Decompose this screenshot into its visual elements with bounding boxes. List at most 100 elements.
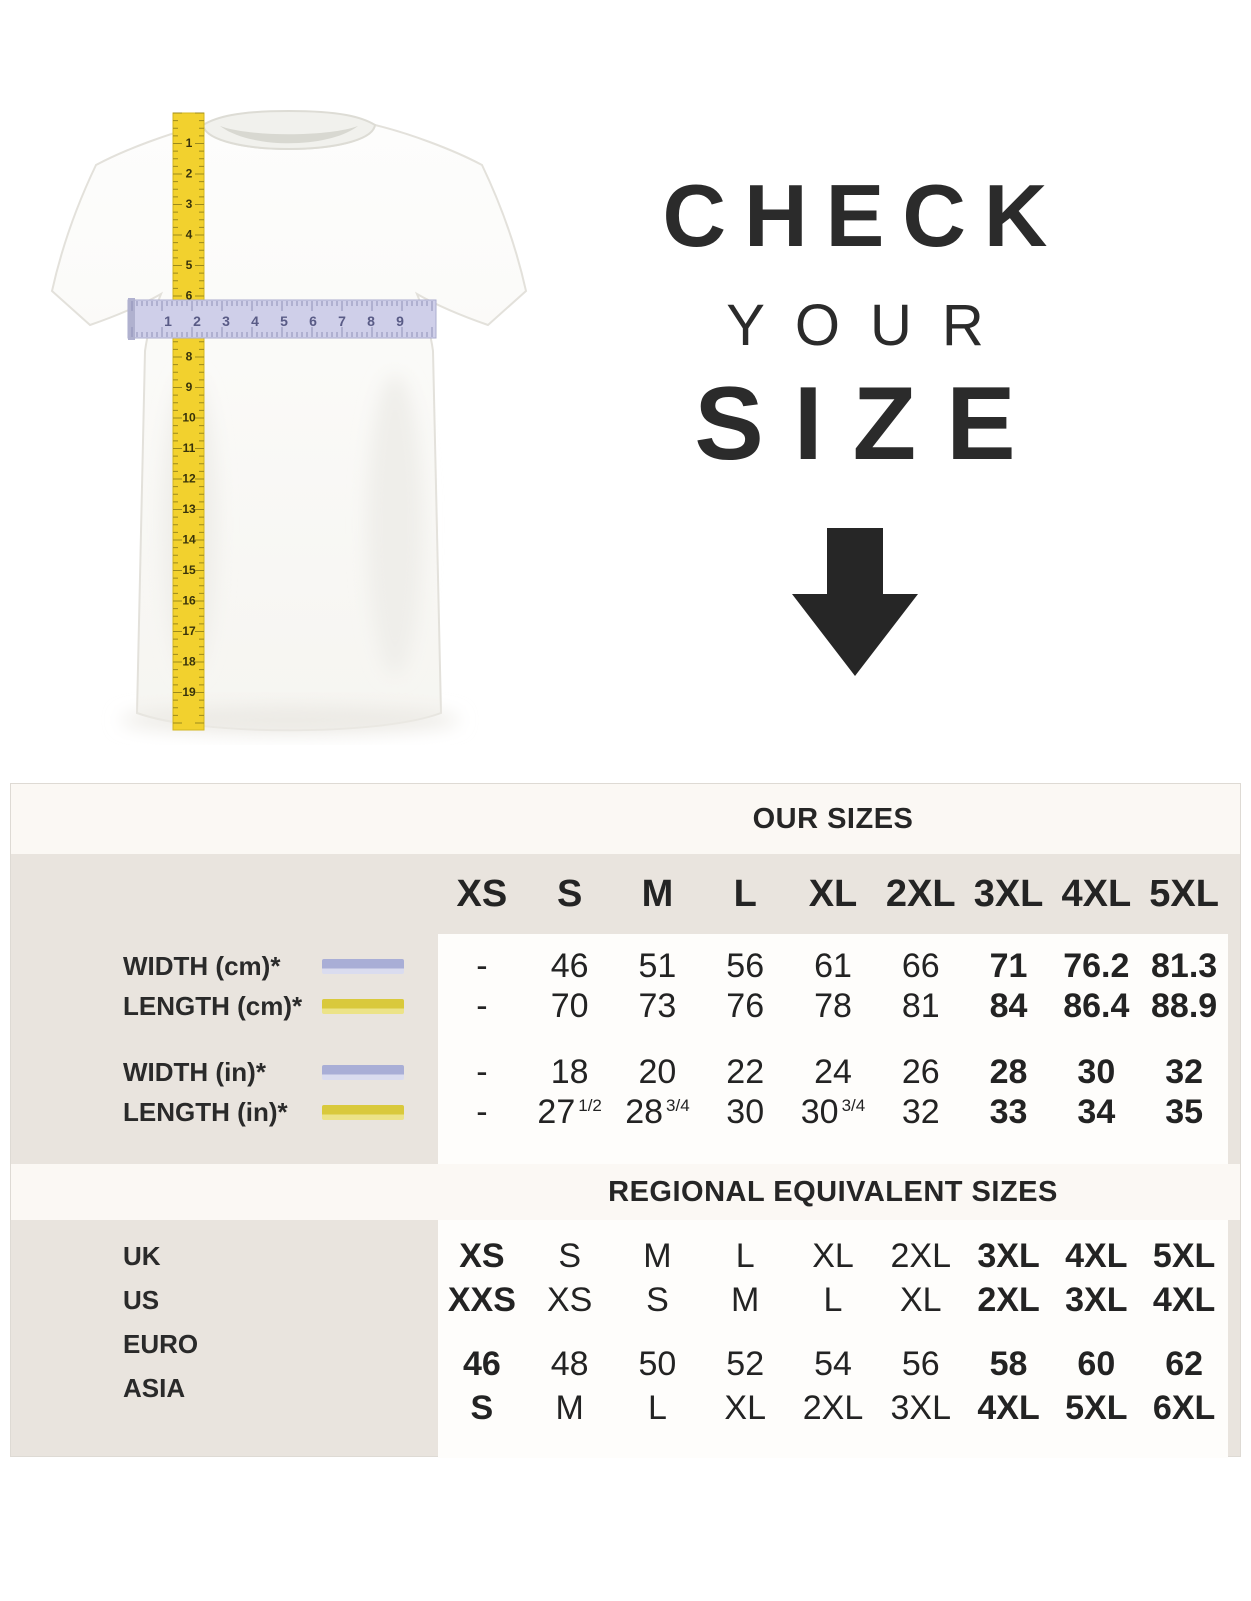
horizontal-tape-number: 1 xyxy=(164,313,172,329)
vertical-tape-number: 5 xyxy=(186,258,193,272)
size-value-cell: 78 xyxy=(814,986,852,1025)
size-value-cell: S xyxy=(470,1388,494,1427)
vertical-tape-number: 14 xyxy=(182,533,196,547)
measurement-row-label: WIDTH (cm)* xyxy=(11,946,438,986)
down-arrow-icon xyxy=(792,528,918,676)
size-value-cell: 30 3/4 xyxy=(789,1092,877,1132)
region-row-label: US xyxy=(11,1278,438,1322)
length-tape-swatch xyxy=(322,998,404,1014)
size-value-cell: 76 xyxy=(726,986,765,1025)
size-value-cell: 20 xyxy=(638,1052,677,1091)
horizontal-tape-number: 8 xyxy=(367,313,375,329)
size-value-cell: XL xyxy=(899,1280,942,1319)
size-value-cell: 46 xyxy=(550,946,589,985)
size-value-cell: 84 xyxy=(989,986,1028,1025)
measurement-values-panel: - 46 51 56 61 66 71 76.2 81.3 - 70 73 76 78 81 84 86.4 88… xyxy=(438,934,1228,1164)
measurement-row-label: LENGTH (in)* xyxy=(11,1092,438,1132)
size-column-header: XL xyxy=(808,872,858,915)
size-value-cell: - xyxy=(476,986,488,1025)
horizontal-tape-number: 7 xyxy=(338,313,346,329)
size-value-cell: 5XL xyxy=(1152,1236,1216,1275)
size-column-header: S xyxy=(556,872,583,915)
our-sizes-header: OUR SIZES xyxy=(11,784,1240,854)
measurement-values: - 46 51 56 61 66 71 76.2 81.3 - 70 73 76 78 81 84 86.4 88… xyxy=(438,946,1228,1132)
size-value-cell: 26 xyxy=(901,1052,940,1091)
size-value-cell: 60 xyxy=(1077,1344,1116,1383)
size-value-cell: 54 xyxy=(814,1344,852,1383)
value-fraction: 3/4 xyxy=(841,1096,866,1116)
vertical-tape-number: 16 xyxy=(182,594,196,608)
vertical-tape-number: 1 xyxy=(186,136,193,150)
tshirt-outline xyxy=(50,123,528,732)
size-column-header: L xyxy=(733,872,757,915)
size-value-cell: 61 xyxy=(814,946,852,985)
size-value-cell: 51 xyxy=(638,946,677,985)
vertical-tape-number: 17 xyxy=(182,624,196,638)
size-column-header: 4XL xyxy=(1061,872,1132,915)
size-chart-card: OUR SIZES XS S M L XL 2XL 3XL 4XL 5XL WIDTH (cm)… xyxy=(10,783,1241,1458)
size-value-cell: 3XL xyxy=(1065,1280,1128,1319)
vertical-tape-number: 9 xyxy=(186,380,193,394)
size-value-cell: 70 xyxy=(550,986,589,1025)
collar xyxy=(201,109,377,150)
value-fraction: 1/2 xyxy=(578,1096,602,1116)
row-gap xyxy=(438,1322,1228,1342)
horizontal-tape-number: 5 xyxy=(280,313,288,329)
size-column-header: 5XL xyxy=(1149,872,1219,915)
size-value-cell: 5XL xyxy=(1065,1388,1128,1427)
size-value-cell: 66 xyxy=(901,946,940,985)
width-tape-swatch xyxy=(322,1064,404,1080)
regional-labels: UK US EURO ASIA xyxy=(11,1220,438,1458)
value-fraction: 3/4 xyxy=(666,1096,690,1116)
size-value-cell: 73 xyxy=(638,986,677,1025)
size-value-cell: 2XL xyxy=(977,1280,1040,1319)
regional-values: XS S M L XL 2XL 3XL 4XL 5XL XXS XS S M L XL 2XL 3XL 4XL 46… xyxy=(438,1234,1228,1430)
size-value-cell: 2XL xyxy=(890,1236,952,1275)
size-value-cell: 35 xyxy=(1165,1092,1204,1131)
size-value-cell: XS xyxy=(459,1236,505,1275)
hero-heading: CHECK YOUR SIZE xyxy=(620,168,1090,678)
region-row-label: EURO xyxy=(11,1322,438,1366)
size-value-cell: L xyxy=(823,1280,843,1319)
regional-section: UK US EURO ASIA XS S M L XL 2XL 3XL 4XL 5XL XXS XS S M L… xyxy=(11,1220,1240,1458)
measurements-section: WIDTH (cm)* LENGTH (cm)* WIDTH (in)* LENGTH… xyxy=(11,934,1240,1164)
size-value-cell: S xyxy=(558,1236,581,1275)
size-value-cell: 33 xyxy=(989,1092,1028,1131)
vertical-tape-number: 2 xyxy=(186,167,193,181)
size-column-header: XS xyxy=(456,872,508,915)
size-value-cell: 28 xyxy=(989,1052,1028,1091)
vertical-tape-number: 18 xyxy=(182,655,196,669)
vertical-tape-number: 4 xyxy=(186,228,193,242)
size-value-cell: 88.9 xyxy=(1151,986,1218,1025)
row-gap xyxy=(438,1026,1228,1052)
size-value-cell: 81 xyxy=(901,986,940,1025)
row-label: LENGTH (in)* xyxy=(123,1096,288,1127)
regional-sizes-header: REGIONAL EQUIVALENT SIZES xyxy=(11,1164,1240,1220)
measurement-labels: WIDTH (cm)* LENGTH (cm)* WIDTH (in)* LENGTH… xyxy=(11,934,438,1164)
shade-right xyxy=(367,375,423,675)
size-value-cell: 46 xyxy=(462,1344,501,1383)
size-value-cell: 4XL xyxy=(977,1388,1040,1427)
size-value-cell: 6XL xyxy=(1152,1388,1216,1427)
row-label: LENGTH (cm)* xyxy=(123,990,303,1021)
hero-title-your: YOUR xyxy=(726,293,1014,358)
size-value-cell: L xyxy=(735,1236,755,1275)
size-value-cell: 24 xyxy=(814,1052,852,1091)
vertical-tape-number: 8 xyxy=(186,350,193,364)
size-column-header: 3XL xyxy=(973,872,1044,915)
row-label: UK xyxy=(123,1240,161,1271)
horizontal-tape-number: 2 xyxy=(193,313,201,329)
size-value-cell: 18 xyxy=(550,1052,589,1091)
our-sizes-title: OUR SIZES xyxy=(752,802,914,835)
size-columns: XS S M L XL 2XL 3XL 4XL 5XL xyxy=(438,873,1228,916)
size-value-cell: XL xyxy=(812,1236,854,1275)
vertical-tape-marks: 12345678910111213141516171819 xyxy=(173,112,204,724)
value-whole: 27 xyxy=(537,1092,576,1131)
vertical-tape-number: 19 xyxy=(182,685,196,699)
size-value-cell: 71 xyxy=(989,946,1028,985)
horizontal-tape-number: 9 xyxy=(396,313,404,329)
size-value-cell: 30 xyxy=(1077,1052,1116,1091)
